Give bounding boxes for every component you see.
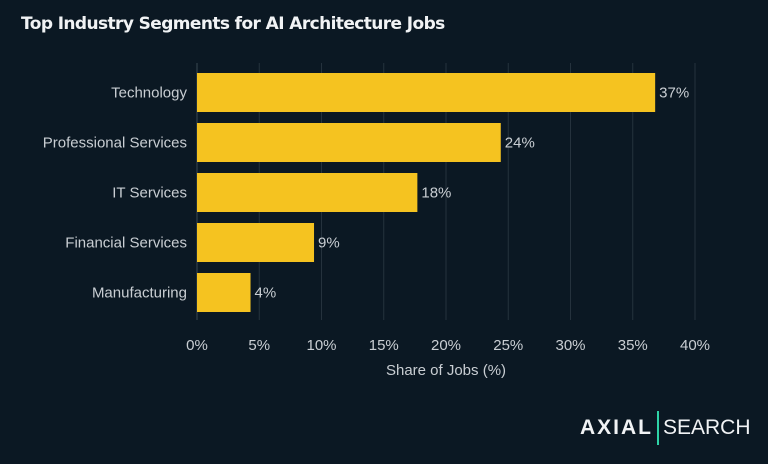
x-tick-label: 40% [680,337,710,354]
category-label: Professional Services [43,135,187,152]
bar-financial-services [197,223,315,262]
category-label: Technology [111,85,187,102]
x-tick-label: 20% [431,337,461,354]
logo-search: SEARCH [663,416,751,439]
category-label: IT Services [112,185,187,202]
axial-search-logo: AXIAL SEARCH [580,411,751,445]
logo-axial: AXIAL [580,416,653,439]
category-label: Manufacturing [92,285,187,302]
data-label: 37% [659,85,689,102]
bar-professional-services [197,123,501,162]
bar-technology [197,73,656,112]
x-axis-title: Share of Jobs (%) [386,362,506,379]
x-tick-label: 10% [306,337,336,354]
data-label: 9% [318,235,340,252]
bar-manufacturing [197,273,251,312]
logo-divider [657,411,659,445]
x-tick-label: 25% [493,337,523,354]
data-label: 24% [505,135,535,152]
x-tick-label: 15% [369,337,399,354]
x-tick-label: 35% [618,337,648,354]
data-label: 18% [421,185,451,202]
category-label: Financial Services [65,235,187,252]
chart-title: Top Industry Segments for AI Architectur… [21,14,445,34]
x-tick-label: 30% [555,337,585,354]
x-tick-label: 5% [248,337,270,354]
x-tick-label: 0% [186,337,208,354]
data-label: 4% [255,285,277,302]
bar-it-services [197,173,418,212]
